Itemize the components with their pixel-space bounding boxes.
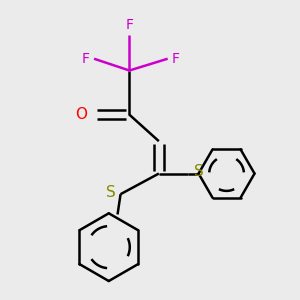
Text: S: S: [194, 164, 203, 179]
Text: O: O: [76, 107, 88, 122]
Text: F: F: [125, 18, 134, 32]
Text: S: S: [106, 185, 115, 200]
Text: F: F: [82, 52, 90, 66]
Text: F: F: [172, 52, 180, 66]
